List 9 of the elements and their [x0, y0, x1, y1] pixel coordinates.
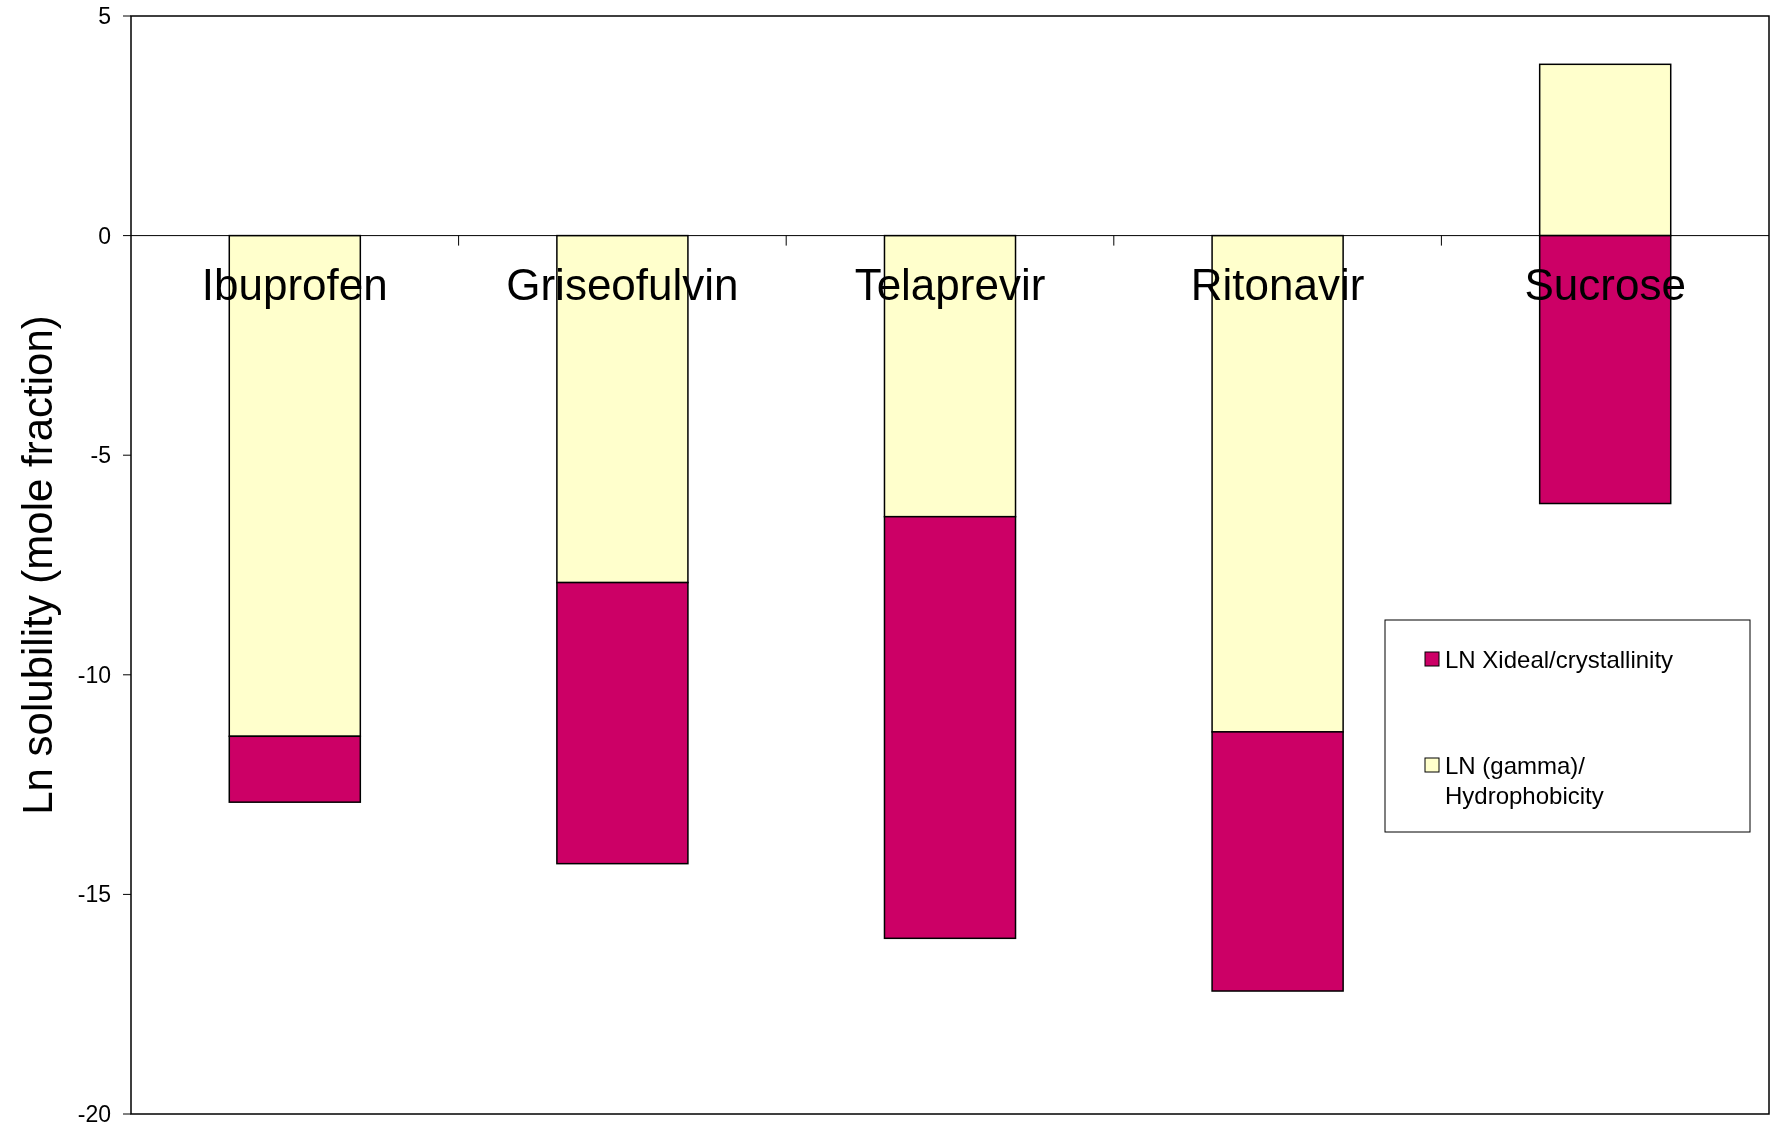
y-tick-label: -20	[77, 1101, 111, 1128]
y-tick-label: 0	[98, 222, 111, 249]
y-axis-title: Ln solubility (mole fraction)	[14, 315, 61, 815]
y-tick-label: 5	[98, 3, 111, 30]
y-tick-label: -10	[77, 661, 111, 688]
y-tick-label: -5	[90, 442, 111, 469]
legend-label: LN Xideal/crystallinity	[1445, 646, 1674, 674]
y-tick-label: -15	[77, 881, 111, 908]
legend-label: LN (gamma)/ Hydrophobicity	[1445, 752, 1604, 810]
